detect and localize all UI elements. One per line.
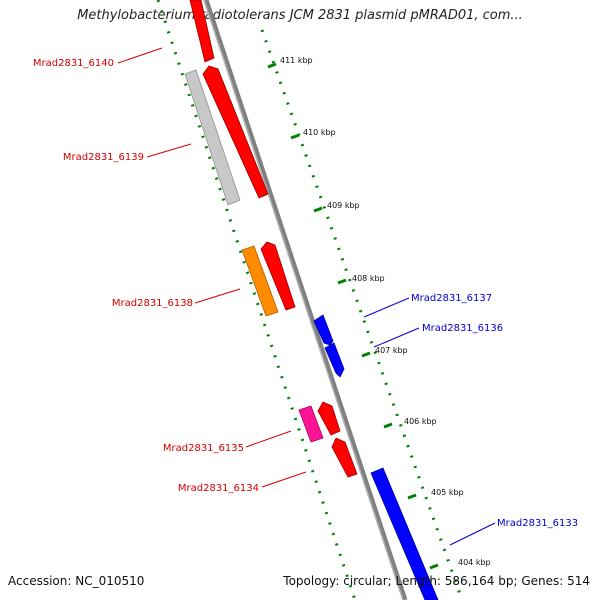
gene-feature-6138-red[interactable] bbox=[260, 241, 296, 311]
gene-label-6138[interactable]: Mrad2831_6138 bbox=[112, 298, 193, 309]
tick-label-407: 407 kbp bbox=[375, 346, 408, 355]
backbone bbox=[203, 0, 408, 600]
tick-407 bbox=[361, 351, 371, 358]
gene-label-6134[interactable]: Mrad2831_6134 bbox=[178, 483, 259, 494]
tick-label-406: 406 kbp bbox=[404, 417, 437, 426]
gene-label-6136[interactable]: Mrad2831_6136 bbox=[422, 323, 503, 334]
connector-6138 bbox=[194, 288, 241, 304]
major-ticks bbox=[267, 62, 439, 570]
connector-6133 bbox=[449, 522, 496, 546]
gene-label-6137[interactable]: Mrad2831_6137 bbox=[411, 293, 492, 304]
connector-6135 bbox=[245, 430, 292, 448]
tick-406 bbox=[383, 422, 393, 429]
tick-405 bbox=[407, 493, 417, 500]
gene-feature-6139-gray[interactable] bbox=[184, 69, 241, 206]
gene-feature-6133[interactable] bbox=[370, 467, 439, 600]
gene-feature-6136[interactable] bbox=[324, 342, 345, 378]
reverse-strand bbox=[313, 314, 439, 600]
tick-409 bbox=[313, 206, 323, 213]
tick-label-404: 404 kbp bbox=[458, 558, 491, 567]
connector-6137 bbox=[363, 297, 410, 318]
accession-text: Accession: NC_010510 bbox=[8, 574, 145, 588]
tick-408 bbox=[337, 278, 347, 285]
tick-411 bbox=[267, 62, 277, 69]
gene-label-6140[interactable]: Mrad2831_6140 bbox=[33, 58, 114, 69]
tick-label-410: 410 kbp bbox=[303, 128, 336, 137]
gene-feature-6134[interactable] bbox=[331, 437, 358, 478]
connector-6140 bbox=[117, 47, 163, 64]
gene-label-6135[interactable]: Mrad2831_6135 bbox=[163, 443, 244, 454]
gene-feature-6137[interactable] bbox=[313, 314, 334, 346]
connector-6139 bbox=[146, 143, 192, 158]
forward-strand bbox=[189, 0, 358, 478]
tick-label-411: 411 kbp bbox=[280, 56, 313, 65]
tick-410 bbox=[290, 133, 300, 140]
label-connectors bbox=[117, 47, 496, 546]
backbone-highlight bbox=[203, 0, 404, 600]
tick-label-409: 409 kbp bbox=[327, 201, 360, 210]
outer-tick-track bbox=[260, 29, 464, 600]
tick-label-408: 408 kbp bbox=[352, 274, 385, 283]
gene-feature-6139[interactable] bbox=[202, 65, 269, 199]
gene-feature-6138-orange[interactable] bbox=[241, 245, 279, 317]
topology-summary: Topology: circular; Length: 586,164 bp; … bbox=[283, 574, 590, 588]
gene-feature-6140[interactable] bbox=[189, 0, 215, 63]
gene-label-6139[interactable]: Mrad2831_6139 bbox=[63, 152, 144, 163]
tick-label-405: 405 kbp bbox=[431, 488, 464, 497]
gene-feature-6135-red[interactable] bbox=[317, 401, 341, 436]
gene-label-6133[interactable]: Mrad2831_6133 bbox=[497, 518, 578, 529]
tick-404 bbox=[429, 563, 439, 570]
gene-feature-6135-pink[interactable] bbox=[298, 405, 324, 443]
map-title: Methylobacterium radiotolerans JCM 2831 … bbox=[77, 8, 523, 23]
connector-6136 bbox=[373, 327, 420, 348]
connector-6134 bbox=[261, 471, 307, 488]
